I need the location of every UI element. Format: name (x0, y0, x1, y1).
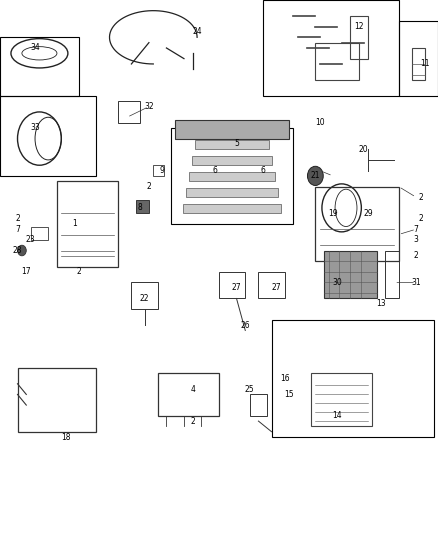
Text: 25: 25 (245, 385, 254, 393)
Text: 17: 17 (21, 268, 31, 276)
Text: 7: 7 (413, 225, 419, 233)
Text: 2: 2 (15, 214, 20, 223)
Bar (158, 373, 219, 416)
Bar (315, 187, 399, 261)
Text: 21: 21 (311, 172, 320, 180)
Bar (189, 172, 275, 181)
Text: 6: 6 (260, 166, 265, 175)
Text: 14: 14 (332, 411, 342, 420)
Text: 27: 27 (271, 284, 281, 292)
Text: 24: 24 (192, 28, 202, 36)
Text: 20: 20 (359, 145, 368, 154)
Bar (311, 373, 372, 426)
Text: 5: 5 (234, 140, 239, 148)
Bar (31, 227, 48, 240)
Text: 30: 30 (332, 278, 342, 287)
Text: 32: 32 (144, 102, 154, 111)
Text: 15: 15 (284, 390, 294, 399)
Circle shape (307, 166, 323, 185)
Text: 1: 1 (72, 220, 77, 228)
Bar (258, 272, 285, 298)
Text: 16: 16 (280, 374, 290, 383)
Bar (195, 140, 269, 149)
Text: 11: 11 (420, 60, 430, 68)
Circle shape (18, 245, 26, 256)
Bar (192, 156, 272, 165)
Text: 3: 3 (413, 236, 419, 244)
Bar (186, 188, 278, 197)
Text: 7: 7 (15, 225, 20, 233)
Bar (183, 204, 281, 213)
Text: 19: 19 (328, 209, 338, 217)
Bar (57, 181, 118, 266)
Text: 2: 2 (418, 193, 423, 201)
Bar (175, 120, 289, 139)
Text: 23: 23 (26, 236, 35, 244)
Text: 26: 26 (240, 321, 250, 329)
Text: 12: 12 (354, 22, 364, 31)
Text: 18: 18 (61, 433, 71, 441)
Text: 10: 10 (315, 118, 325, 127)
Bar (153, 165, 164, 176)
Bar (324, 251, 377, 298)
Text: 2: 2 (77, 268, 81, 276)
Text: 2: 2 (418, 214, 423, 223)
Text: 2: 2 (414, 252, 418, 260)
Text: 28: 28 (13, 246, 22, 255)
Text: 34: 34 (30, 44, 40, 52)
Bar (315, 43, 359, 80)
Text: 31: 31 (411, 278, 421, 287)
Bar (18, 368, 96, 432)
Text: 27: 27 (232, 284, 241, 292)
Text: 6: 6 (212, 166, 217, 175)
Text: 2: 2 (147, 182, 151, 191)
Bar (118, 101, 140, 123)
Bar (412, 48, 425, 80)
Text: 2: 2 (191, 417, 195, 425)
Bar (219, 272, 245, 298)
Text: 29: 29 (363, 209, 373, 217)
Bar (250, 394, 267, 416)
Text: 4: 4 (190, 385, 195, 393)
Bar (131, 282, 158, 309)
Text: 33: 33 (30, 124, 40, 132)
Text: 22: 22 (140, 294, 149, 303)
Bar (350, 16, 368, 59)
Text: 13: 13 (376, 300, 386, 308)
Bar (136, 200, 149, 213)
Text: 9: 9 (159, 166, 165, 175)
Bar (385, 251, 399, 298)
Text: 8: 8 (138, 204, 142, 212)
